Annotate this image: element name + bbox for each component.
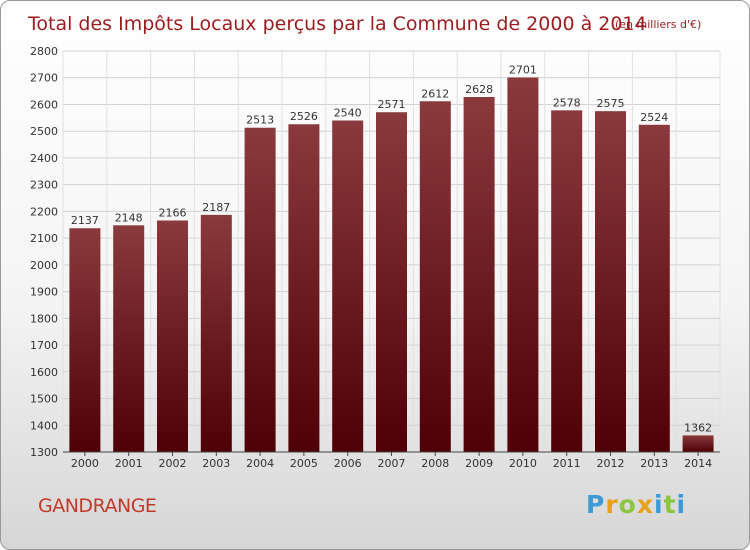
x-tick-label: 2012 bbox=[597, 457, 625, 470]
y-axis-ticks: 1300 1400 1500 1600 1700 1800 1900 2000 2100 2200… bbox=[30, 45, 58, 459]
bar bbox=[376, 112, 407, 452]
value-label: 2137 bbox=[71, 214, 99, 227]
x-tick-label: 2002 bbox=[159, 457, 187, 470]
bar bbox=[244, 127, 276, 452]
chart-subtitle: (en milliers d'€) bbox=[615, 18, 701, 31]
logo-letter: x bbox=[636, 490, 654, 519]
y-tick-label: 1300 bbox=[30, 446, 58, 459]
x-tick-label: 2006 bbox=[334, 457, 362, 470]
x-tick-label: 2005 bbox=[290, 457, 318, 470]
logo-letter: r bbox=[605, 490, 619, 519]
value-label: 2578 bbox=[553, 96, 581, 109]
y-tick-label: 1700 bbox=[30, 339, 58, 352]
bar bbox=[551, 110, 583, 453]
y-tick-label: 2000 bbox=[30, 259, 58, 272]
logo-letter: t bbox=[663, 490, 677, 519]
x-tick-label: 2004 bbox=[246, 457, 274, 470]
y-tick-label: 2400 bbox=[30, 152, 58, 165]
value-labels: 2137 2148 2166 2187 2513 2526 2540 2571 2612 2628… bbox=[71, 63, 712, 434]
value-label: 2701 bbox=[509, 63, 537, 76]
x-tick-label: 2003 bbox=[202, 457, 230, 470]
bar bbox=[463, 96, 495, 453]
value-label: 2575 bbox=[597, 97, 625, 110]
y-tick-label: 2800 bbox=[30, 45, 58, 58]
value-label: 2526 bbox=[290, 110, 318, 123]
bar bbox=[332, 120, 364, 453]
x-tick-label: 2010 bbox=[509, 457, 537, 470]
y-tick-label: 2600 bbox=[30, 98, 58, 111]
y-tick-label: 2300 bbox=[30, 179, 58, 192]
x-tick-label: 2007 bbox=[378, 457, 406, 470]
value-label: 2187 bbox=[202, 201, 230, 214]
bars bbox=[69, 77, 714, 453]
y-tick-label: 2200 bbox=[30, 205, 58, 218]
y-tick-label: 2500 bbox=[30, 125, 58, 138]
bar bbox=[638, 124, 670, 452]
value-label: 2612 bbox=[421, 87, 449, 100]
logo-letter: o bbox=[618, 490, 637, 519]
logo-letter: P bbox=[586, 490, 606, 519]
bar bbox=[69, 228, 101, 452]
value-label: 1362 bbox=[684, 421, 712, 434]
bar bbox=[200, 214, 232, 452]
value-label: 2628 bbox=[465, 83, 493, 96]
bar bbox=[157, 220, 188, 452]
x-tick-label: 2013 bbox=[640, 457, 668, 470]
y-tick-label: 1400 bbox=[30, 419, 58, 432]
x-tick-label: 2000 bbox=[71, 457, 99, 470]
y-tick-label: 1600 bbox=[30, 366, 58, 379]
proxiti-logo: Proxiti bbox=[586, 490, 686, 519]
value-label: 2166 bbox=[159, 206, 187, 219]
bar bbox=[419, 101, 451, 452]
bar bbox=[682, 435, 714, 452]
x-axis-ticks: 2000 2001 2002 2003 2004 2005 2006 2007 2008 2009… bbox=[71, 452, 712, 470]
value-label: 2513 bbox=[246, 114, 274, 127]
logo-letter: i bbox=[676, 490, 687, 519]
commune-name: GANDRANGE bbox=[38, 495, 157, 517]
x-tick-label: 2001 bbox=[115, 457, 143, 470]
logo-letter: i bbox=[654, 490, 664, 519]
bar bbox=[507, 77, 539, 452]
y-tick-label: 2700 bbox=[30, 72, 58, 85]
bar bbox=[595, 111, 626, 453]
chart-title: Total des Impôts Locaux perçus par la Co… bbox=[27, 13, 647, 35]
x-tick-label: 2009 bbox=[465, 457, 493, 470]
y-tick-label: 2100 bbox=[30, 232, 58, 245]
x-tick-label: 2008 bbox=[421, 457, 449, 470]
x-tick-label: 2011 bbox=[553, 457, 581, 470]
value-label: 2540 bbox=[334, 107, 362, 120]
y-tick-label: 1800 bbox=[30, 312, 58, 325]
y-tick-label: 1500 bbox=[30, 393, 58, 406]
bar bbox=[113, 225, 145, 452]
bar bbox=[288, 124, 320, 453]
value-label: 2571 bbox=[378, 98, 406, 111]
value-label: 2524 bbox=[640, 111, 668, 124]
x-tick-label: 2014 bbox=[684, 457, 712, 470]
y-tick-label: 1900 bbox=[30, 286, 58, 299]
value-label: 2148 bbox=[115, 211, 143, 224]
